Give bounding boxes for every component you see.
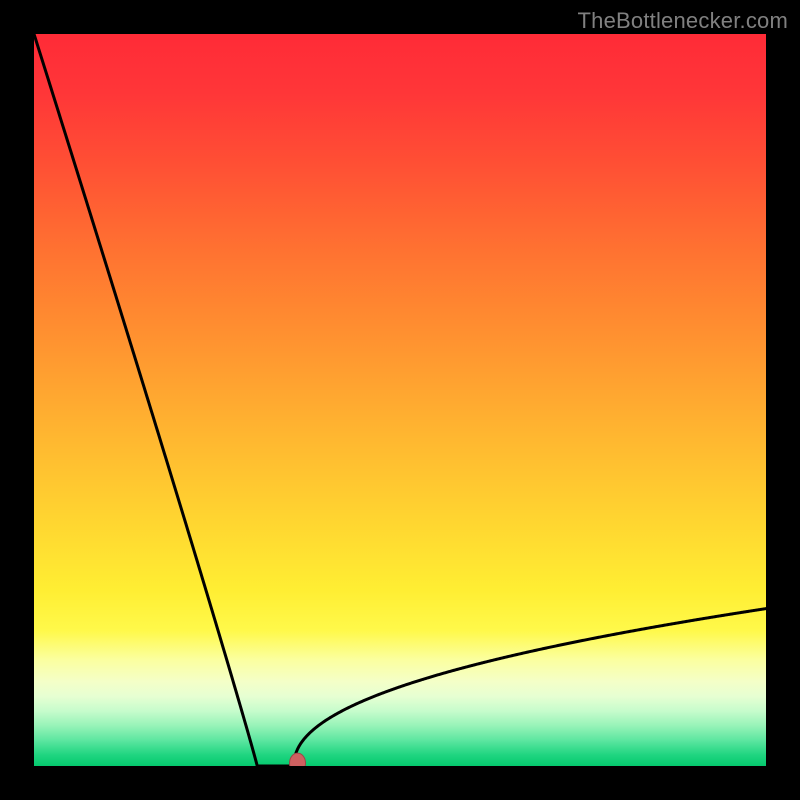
bottleneck-chart (0, 0, 800, 800)
watermark-label: TheBottlenecker.com (578, 8, 788, 34)
chart-container: TheBottlenecker.com (0, 0, 800, 800)
plot-background (34, 34, 766, 766)
